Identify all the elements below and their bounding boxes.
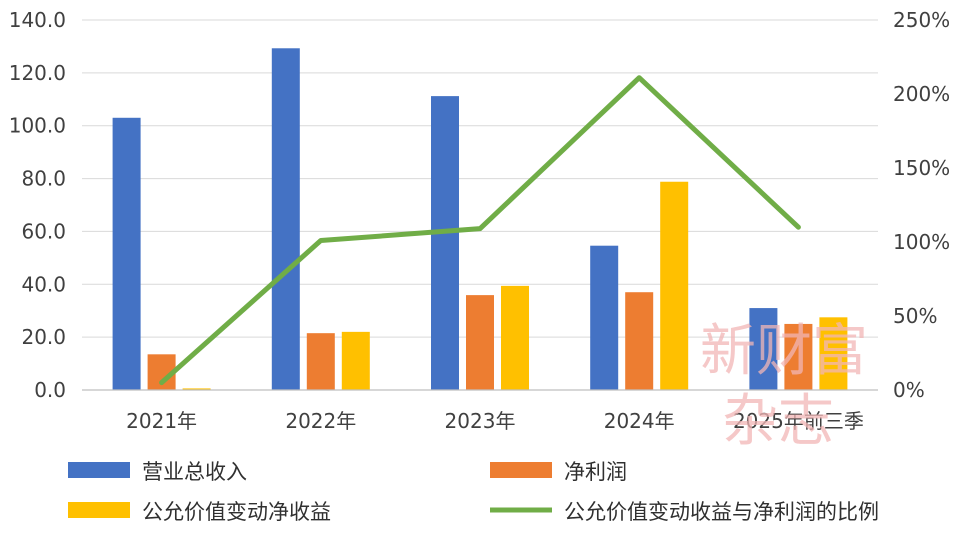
bar <box>660 181 689 390</box>
legend-label: 公允价值变动收益与净利润的比例 <box>564 500 879 524</box>
y-left-tick-label: 120.0 <box>9 61 66 85</box>
watermark-line1: 新财富 <box>700 319 868 384</box>
y-right-tick-label: 0% <box>893 378 925 402</box>
gridlines <box>82 19 878 338</box>
legend-swatch <box>68 462 130 478</box>
bar <box>182 388 211 390</box>
bar <box>784 323 813 390</box>
y-left-tick-label: 140.0 <box>9 8 66 32</box>
bars <box>112 48 848 391</box>
bar <box>306 333 335 390</box>
watermark-line2: 杂志 <box>722 389 834 454</box>
y-left-tick-label: 100.0 <box>9 114 66 138</box>
y-left-tick-label: 80.0 <box>21 167 66 191</box>
legend-swatch <box>68 502 130 518</box>
y-right-tick-label: 100% <box>893 230 950 254</box>
y-left-tick-label: 40.0 <box>21 272 66 296</box>
bar <box>431 96 459 390</box>
bar <box>590 245 619 390</box>
y-left-tick-label: 60.0 <box>21 219 66 243</box>
x-tick-label: 2023年 <box>445 409 516 433</box>
y-right-tick-label: 200% <box>893 82 950 106</box>
x-tick-label: 2025年前三季 <box>733 409 864 433</box>
watermark: 新财富 杂志 <box>700 319 868 454</box>
bar <box>819 317 848 390</box>
legend-label: 营业总收入 <box>142 460 247 484</box>
bar <box>625 292 654 390</box>
bar <box>749 308 778 390</box>
ratio-line <box>159 75 801 386</box>
y-right-tick-label: 150% <box>893 156 950 180</box>
y-right-tick-label: 250% <box>893 8 950 32</box>
legend-swatch <box>490 462 552 478</box>
x-tick-label: 2024年 <box>604 409 675 433</box>
x-tick-label: 2022年 <box>285 409 356 433</box>
bar <box>466 295 494 390</box>
bar <box>341 331 370 390</box>
bar <box>112 117 141 391</box>
bar <box>271 48 300 391</box>
y-left-tick-label: 20.0 <box>21 325 66 349</box>
x-tick-label: 2021年 <box>126 409 197 433</box>
axes: 0.0 20.0 40.0 60.0 80.0 100.0 120.0 140.0 0% 50% 1… <box>9 8 950 433</box>
legend-label: 净利润 <box>564 460 627 484</box>
y-left-tick-label: 0.0 <box>34 378 66 402</box>
bar <box>501 285 529 390</box>
y-right-tick-label: 50% <box>893 304 937 328</box>
legend-label: 公允价值变动净收益 <box>142 500 331 524</box>
